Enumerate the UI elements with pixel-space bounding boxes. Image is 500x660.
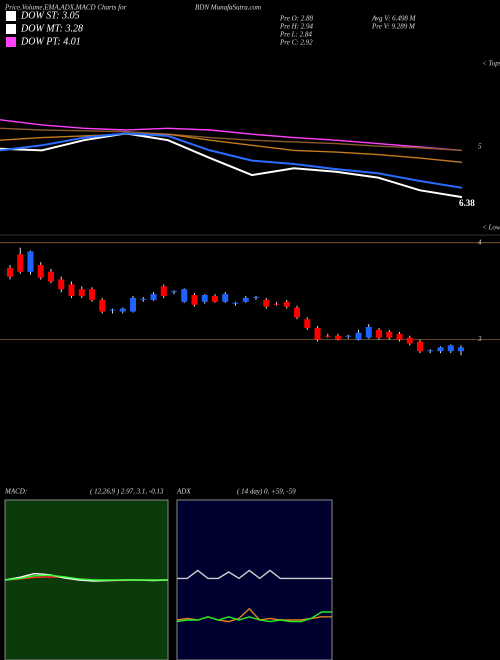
candle-body	[17, 254, 24, 272]
candle-body	[119, 308, 126, 312]
candle-body	[406, 337, 413, 344]
candle-body	[7, 267, 13, 277]
candle-body	[458, 347, 464, 352]
candle-body	[191, 295, 198, 305]
series-line	[0, 132, 463, 199]
candle-body	[78, 289, 85, 297]
legend-swatch	[6, 37, 16, 47]
candle-body	[273, 303, 280, 305]
y-tick-label: 5	[478, 143, 482, 151]
panel-subtitle: ( 14 day) 0, +59, -59	[237, 488, 296, 496]
series-line	[177, 569, 332, 580]
legend-label: DOW ST: 3.05	[20, 10, 80, 21]
candle-body	[417, 341, 423, 352]
y-tick-label: 3	[477, 335, 482, 343]
candle-body	[263, 299, 270, 307]
tops-label: < Tops	[482, 60, 500, 68]
candle-body	[253, 296, 259, 298]
candle-body	[314, 327, 321, 340]
candle-body	[232, 302, 239, 304]
candle-body	[447, 345, 454, 352]
panel-title: MACD:	[4, 488, 27, 496]
legend-label: DOW PT: 4.01	[20, 36, 81, 47]
candle-body	[396, 333, 403, 340]
candle-body	[304, 319, 311, 328]
candle-body	[294, 307, 300, 318]
candle-body	[27, 251, 34, 272]
candle-body	[437, 347, 444, 352]
legend-label: DOW MT: 3.28	[20, 23, 83, 34]
candle-body	[109, 309, 116, 311]
panel-subtitle: ( 12,26,9 ) 2.97, 3.1, -0.13	[90, 488, 164, 496]
candle-body	[355, 332, 362, 340]
series-line	[176, 611, 332, 623]
series-line	[0, 127, 463, 152]
candle-body	[181, 289, 188, 302]
candle-body	[68, 284, 75, 297]
candle-body	[222, 294, 229, 302]
candle-body	[376, 329, 382, 338]
series-line	[0, 133, 463, 163]
candle-body	[99, 299, 106, 312]
candle-body	[140, 298, 147, 300]
prev-high: Pre H: 2.94	[279, 23, 313, 31]
last-price-label: 6.38	[459, 198, 475, 208]
header-title: Price,Volume,EMA,ADX,MACD Charts for	[4, 4, 127, 12]
candle-body	[201, 295, 208, 302]
panel-background	[176, 499, 333, 660]
legend-swatch	[6, 11, 16, 21]
prev-close: Pre C: 2.92	[279, 39, 313, 47]
panel-title: ADX	[176, 488, 191, 496]
candle-body	[242, 297, 249, 302]
header-symbol: BDN MunafaSutra.com	[195, 4, 261, 12]
candle-body	[365, 326, 372, 338]
prev-volume: Pre V: 9.289 M	[371, 23, 416, 31]
lows-label: < Lows	[482, 224, 500, 232]
prev-low: Pre L: 2.84	[279, 31, 312, 39]
prev-open: Pre O: 2.88	[279, 15, 313, 23]
candle-body	[58, 279, 65, 290]
candle-body	[345, 335, 352, 337]
candle-body	[324, 335, 331, 337]
candle-body	[37, 265, 44, 278]
series-line	[0, 119, 463, 152]
candle-body	[283, 301, 290, 307]
series-line	[4, 574, 168, 581]
candle-body	[160, 286, 167, 297]
candle-body	[89, 289, 95, 300]
y-tick-label: 4	[478, 238, 482, 246]
series-line	[0, 132, 463, 189]
candle-body	[212, 296, 218, 302]
candle-body	[386, 331, 393, 338]
legend-swatch	[6, 24, 16, 34]
candle-body	[427, 350, 434, 352]
candle-body	[171, 291, 177, 293]
candle-body	[48, 271, 54, 282]
candle-body	[335, 335, 341, 340]
avg-volume: Avg V: 6.498 M	[371, 15, 417, 23]
candle-body	[150, 294, 157, 300]
candle-body	[130, 297, 136, 312]
